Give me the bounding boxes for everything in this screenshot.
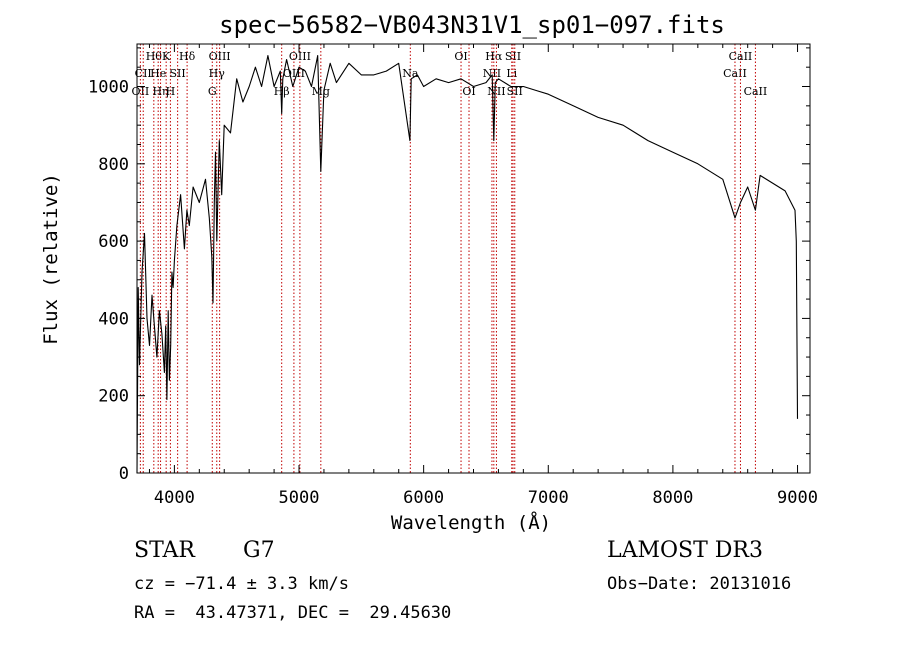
spectral-line-label: He bbox=[150, 67, 166, 80]
spectral-line-label: OI bbox=[462, 85, 475, 98]
spectral-line-label: CaII bbox=[744, 85, 768, 98]
spectral-line-label: NII bbox=[487, 85, 505, 98]
x-tick-label: 6000 bbox=[403, 488, 444, 508]
spectral-line-label: Hθ bbox=[146, 50, 163, 63]
spectral-line-label: CaII bbox=[729, 50, 753, 63]
spectral-line-label: SII bbox=[505, 50, 521, 63]
spectral-line-label: G bbox=[208, 85, 217, 98]
x-axis-label: Wavelength (Å) bbox=[391, 511, 551, 534]
spectral-line-label: CII bbox=[135, 67, 152, 80]
observation-date: Obs−Date: 20131016 bbox=[607, 574, 792, 594]
spectral-line-label: Hβ bbox=[274, 85, 290, 98]
survey-name: LAMOST DR3 bbox=[607, 538, 763, 563]
coordinates: RA = 43.47371, DEC = 29.45630 bbox=[134, 603, 452, 623]
spectral-line-label: Hη bbox=[152, 85, 168, 98]
spectral-line-label: Hα bbox=[485, 50, 503, 63]
object-subclass: G7 bbox=[243, 538, 275, 563]
x-tick-label: 4000 bbox=[154, 488, 195, 508]
axis-ticks: 4000 5000 6000 7000 8000 9000 0 200 400 600 800 100… bbox=[88, 44, 818, 508]
x-tick-label: 8000 bbox=[652, 488, 693, 508]
spectral-line-label: OIII bbox=[289, 50, 311, 63]
x-tick-label: 7000 bbox=[528, 488, 569, 508]
y-tick-label: 0 bbox=[119, 464, 129, 484]
y-tick-label: 1000 bbox=[88, 78, 129, 98]
spectral-line-label: OIII bbox=[209, 50, 231, 63]
y-tick-label: 800 bbox=[98, 155, 129, 175]
spectral-line-label: Hγ bbox=[209, 67, 226, 80]
spectral-line-label: Hδ bbox=[179, 50, 196, 63]
x-tick-label: 5000 bbox=[279, 488, 320, 508]
spectral-line-label: H bbox=[166, 85, 176, 98]
redshift-cz: cz = −71.4 ± 3.3 km/s bbox=[134, 574, 349, 594]
spectral-line-label: SII bbox=[507, 85, 523, 98]
x-tick-label: 9000 bbox=[777, 488, 818, 508]
flux-series-line bbox=[136, 55, 799, 474]
y-tick-label: 400 bbox=[98, 309, 129, 329]
object-class: STAR bbox=[134, 538, 195, 563]
spectral-line-label: Li bbox=[506, 67, 517, 80]
chart-title: spec−56582−VB043N31V1_sp01−097.fits bbox=[219, 11, 725, 39]
spectral-line-label: Mg bbox=[312, 85, 330, 98]
spectral-line-markers: OIICIIHθHeHηKHSIIHδGHγOIIIHβOIIIOIIIMgNa… bbox=[132, 44, 768, 473]
spectral-line-label: K bbox=[162, 50, 171, 63]
y-axis-label: Flux (relative) bbox=[40, 173, 62, 345]
spectral-line-label: Na bbox=[402, 67, 419, 80]
spectral-line-label: OI bbox=[454, 50, 467, 63]
spectral-line-label: SII bbox=[170, 67, 186, 80]
spectral-line-label: CaII bbox=[723, 67, 747, 80]
y-tick-label: 600 bbox=[98, 232, 129, 252]
plot-frame bbox=[136, 43, 811, 474]
y-tick-label: 200 bbox=[98, 387, 129, 407]
spectral-line-label: OII bbox=[132, 85, 150, 98]
